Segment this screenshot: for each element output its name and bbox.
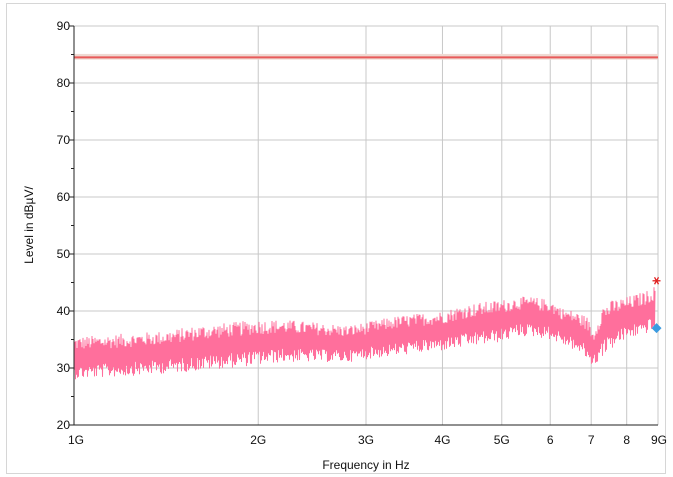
y-tick-label: 90	[57, 19, 71, 33]
y-tick-label: 40	[57, 304, 71, 318]
x-tick-label: 5G	[494, 433, 510, 447]
average-marker	[651, 323, 662, 334]
series-layer	[73, 287, 656, 380]
tick-labels: 20 30 40 50 60 70 80 90 1G 2G 3G 4G 5G 6 7 8 9G	[57, 19, 667, 447]
x-tick-label: 3G	[358, 433, 374, 447]
x-axis-title: Frequency in Hz	[322, 458, 409, 472]
y-axis-title: Level in dBµV/	[22, 186, 36, 264]
y-tick-label: 30	[57, 361, 71, 375]
x-tick-label: 4G	[434, 433, 450, 447]
x-tick-label: 7	[588, 433, 595, 447]
y-tick-label: 20	[57, 418, 71, 432]
series-trace	[73, 287, 656, 380]
x-tick-label: 1G	[68, 433, 84, 447]
axes	[69, 25, 658, 426]
y-tick-label: 60	[57, 190, 71, 204]
x-tick-label: 2G	[250, 433, 266, 447]
x-tick-label: 8	[623, 433, 630, 447]
y-tick-label: 70	[57, 133, 71, 147]
y-tick-label: 80	[57, 76, 71, 90]
x-tick-label: 6	[547, 433, 554, 447]
chart-frame	[6, 3, 666, 474]
marker-layer	[651, 277, 662, 334]
x-tick-label: 9G	[651, 433, 667, 447]
peak-marker	[652, 277, 661, 285]
y-tick-label: 50	[57, 247, 71, 261]
